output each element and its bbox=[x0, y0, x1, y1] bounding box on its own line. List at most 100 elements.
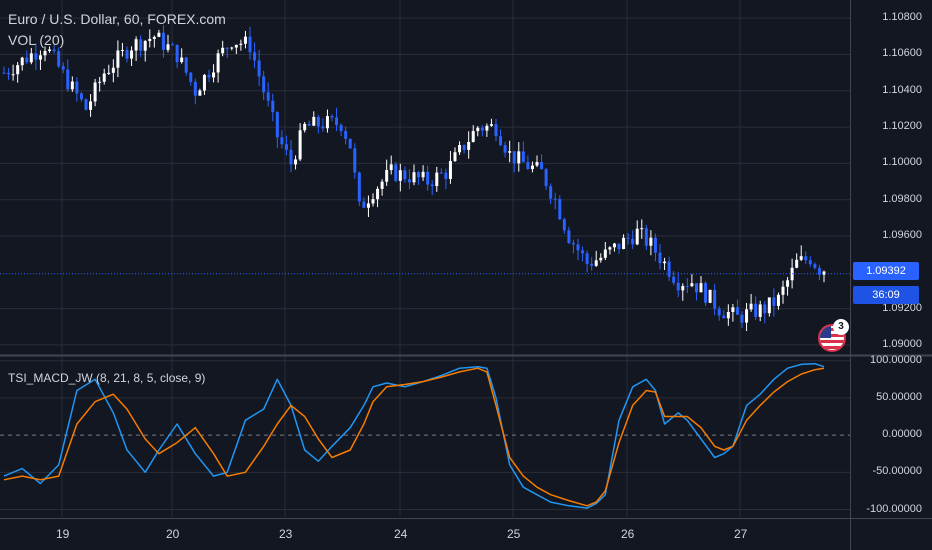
candle-body bbox=[663, 261, 667, 264]
candle-body bbox=[61, 66, 65, 70]
candle-body bbox=[767, 297, 771, 314]
candle-body bbox=[521, 151, 525, 163]
candle-body bbox=[535, 162, 539, 166]
candle-body bbox=[66, 69, 70, 90]
candle-body bbox=[781, 286, 785, 295]
candle-body bbox=[749, 303, 753, 310]
candle-body bbox=[690, 283, 694, 287]
candle-body bbox=[289, 149, 293, 165]
candle-body bbox=[754, 303, 758, 317]
candle-body bbox=[234, 44, 238, 48]
candle-body bbox=[357, 172, 361, 202]
candle-body bbox=[808, 260, 812, 265]
candle-body bbox=[380, 181, 384, 189]
candle-body bbox=[166, 44, 170, 50]
event-count-badge: 3 bbox=[833, 319, 849, 335]
candle-body bbox=[253, 52, 257, 61]
candle-body bbox=[212, 72, 216, 78]
candle-body bbox=[735, 307, 739, 315]
candle-body bbox=[143, 41, 147, 51]
candle-body bbox=[776, 294, 780, 306]
candle-body bbox=[198, 90, 202, 96]
candle-body bbox=[585, 253, 589, 264]
candle-body bbox=[658, 252, 662, 264]
candle-body bbox=[508, 151, 512, 153]
candle-body bbox=[772, 297, 776, 306]
oscillator-pane[interactable] bbox=[3, 362, 825, 509]
candle-body bbox=[471, 131, 475, 142]
candle-body bbox=[216, 53, 220, 73]
candle-body bbox=[376, 188, 380, 200]
candle-body bbox=[48, 49, 52, 52]
candle-body bbox=[453, 152, 457, 162]
candle-body bbox=[745, 309, 749, 323]
candle-body bbox=[29, 53, 33, 63]
candle-body bbox=[804, 256, 808, 261]
candle-body bbox=[385, 169, 389, 182]
candle-body bbox=[116, 50, 120, 68]
candle-body bbox=[398, 170, 402, 181]
candle-body bbox=[458, 144, 462, 153]
candle-body bbox=[699, 283, 703, 293]
time-tick-label: 26 bbox=[621, 527, 635, 541]
indicator-tick-label: -100.00000 bbox=[866, 502, 922, 515]
candle-body bbox=[694, 283, 698, 293]
candle-body bbox=[667, 261, 671, 277]
candle-body bbox=[102, 73, 106, 82]
price-tick-label: 1.09000 bbox=[882, 337, 922, 350]
candle-body bbox=[312, 116, 316, 126]
candle-body bbox=[786, 280, 790, 287]
candle-body bbox=[271, 100, 275, 113]
candle-body bbox=[180, 57, 184, 63]
volume-indicator-label[interactable]: VOL (20) bbox=[8, 32, 65, 48]
price-tick-label: 1.10400 bbox=[882, 83, 922, 96]
candle-body bbox=[207, 74, 211, 78]
candle-body bbox=[485, 125, 489, 131]
candle-body bbox=[275, 112, 279, 138]
candle-body bbox=[171, 44, 175, 46]
indicator-title[interactable]: TSI_MACD_JW (8, 21, 8, 5, close, 9) bbox=[8, 371, 206, 385]
price-candles[interactable] bbox=[0, 25, 850, 331]
candle-body bbox=[526, 162, 530, 170]
candle-body bbox=[161, 32, 165, 50]
candle-body bbox=[676, 282, 680, 291]
candle-body bbox=[512, 151, 516, 164]
candle-body bbox=[34, 53, 38, 60]
candle-body bbox=[330, 116, 334, 118]
candle-body bbox=[120, 49, 124, 51]
candle-body bbox=[708, 289, 712, 303]
candle-body bbox=[726, 311, 730, 319]
candle-body bbox=[389, 164, 393, 170]
price-tick-label: 1.10200 bbox=[882, 120, 922, 133]
candle-body bbox=[407, 179, 411, 183]
grid bbox=[0, 0, 850, 517]
candle-body bbox=[503, 145, 507, 153]
candle-body bbox=[489, 124, 493, 126]
candle-body bbox=[221, 47, 225, 54]
candle-body bbox=[321, 126, 325, 129]
candle-body bbox=[731, 307, 735, 312]
candle-body bbox=[107, 72, 111, 74]
candle-body bbox=[681, 285, 685, 291]
candle-body bbox=[685, 285, 689, 287]
candle-body bbox=[763, 304, 767, 314]
candle-body bbox=[193, 81, 197, 96]
candle-body bbox=[717, 308, 721, 316]
candle-body bbox=[435, 172, 439, 187]
candle-body bbox=[257, 60, 261, 77]
time-tick-label: 24 bbox=[394, 527, 408, 541]
candle-body bbox=[795, 259, 799, 268]
candle-body bbox=[111, 67, 115, 73]
symbol-title[interactable]: Euro / U.S. Dollar, 60, FOREX.com bbox=[8, 11, 226, 27]
candle-body bbox=[622, 237, 626, 250]
candle-body bbox=[262, 76, 266, 93]
candle-body bbox=[284, 144, 288, 150]
candle-body bbox=[480, 127, 484, 131]
indicator-tick-label: 100.00000 bbox=[870, 353, 922, 366]
candle-body bbox=[307, 123, 311, 126]
candle-body bbox=[740, 314, 744, 323]
candle-body bbox=[75, 81, 79, 94]
candle-body bbox=[549, 186, 553, 199]
candle-body bbox=[225, 47, 229, 49]
